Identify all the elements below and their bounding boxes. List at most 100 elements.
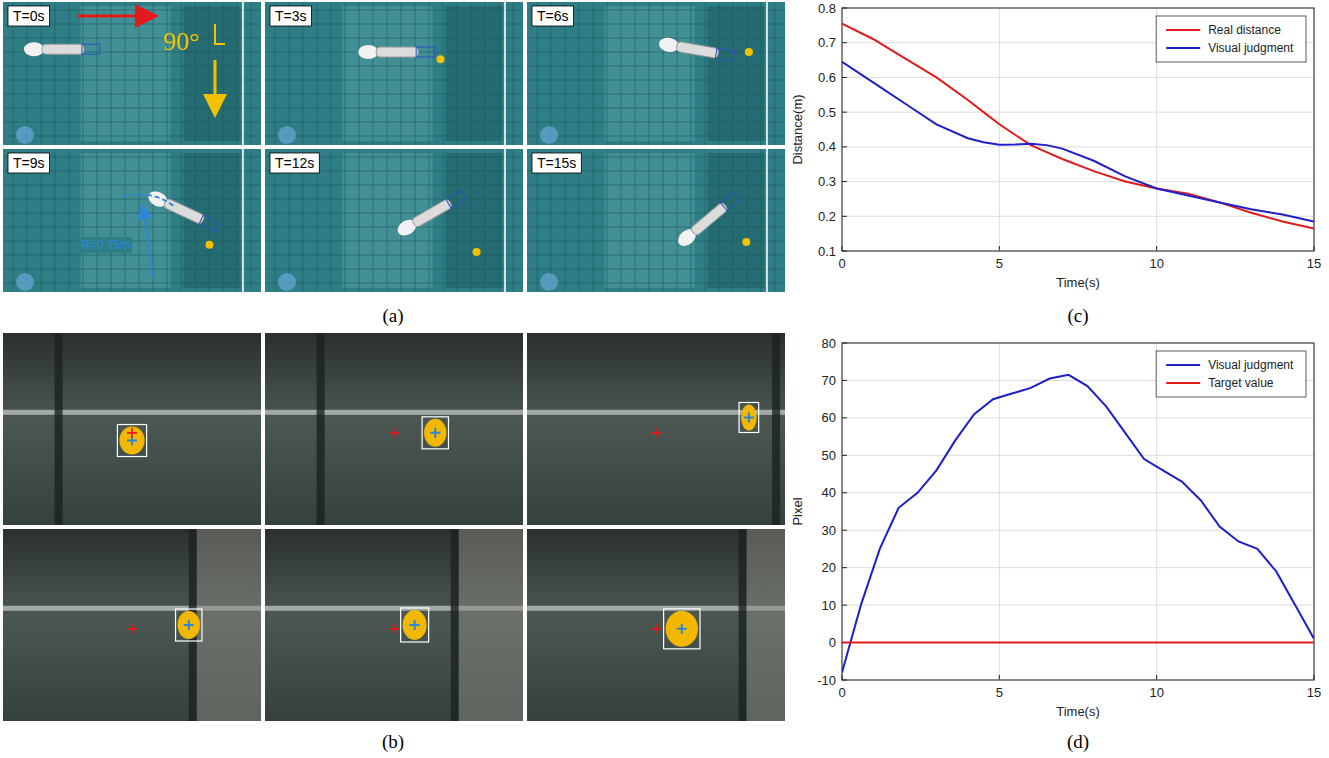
tank-panel — [80, 153, 170, 288]
grid-line — [842, 146, 1314, 147]
tank-grid — [593, 149, 594, 292]
camera-bg — [527, 529, 785, 721]
tank-grid — [111, 149, 112, 292]
tank-fixture — [540, 273, 558, 291]
tank-grid — [401, 149, 402, 292]
tank-edge — [451, 529, 459, 721]
grid-line — [842, 77, 1314, 78]
robot-head — [82, 44, 100, 54]
tank-grid — [265, 241, 523, 242]
tank-panel — [708, 6, 765, 141]
path-arrow — [78, 15, 153, 18]
tank-grid — [527, 283, 785, 284]
robot-tail — [358, 45, 378, 59]
tick-mark — [842, 77, 847, 78]
frame-time: T=3s — [275, 8, 307, 24]
tick-label: 5 — [996, 256, 1003, 271]
tank-grid — [527, 199, 785, 200]
tank-edge — [55, 333, 63, 525]
tank-grid — [513, 2, 514, 145]
series-line — [842, 62, 1314, 222]
tick-mark — [842, 492, 847, 493]
camera-frame — [265, 529, 523, 721]
tank-rod — [766, 149, 768, 292]
robot-body — [163, 198, 205, 225]
tick-label: 0.1 — [818, 244, 836, 259]
detect-box — [739, 402, 759, 432]
image-center — [389, 624, 399, 634]
tank-grid — [485, 2, 486, 145]
tick-label: 20 — [822, 560, 836, 575]
tank-grid — [3, 227, 261, 228]
detect-box — [176, 609, 202, 641]
robot-body — [376, 47, 418, 57]
grid-line — [842, 112, 1314, 113]
camera-bg — [265, 529, 523, 721]
tank-grid — [677, 2, 678, 145]
grid-line — [842, 455, 1314, 456]
tank-grid — [345, 2, 346, 145]
tank-grid — [125, 149, 126, 292]
tank-panel — [446, 153, 503, 288]
tank-bg — [3, 2, 261, 145]
tick-label: 0.7 — [818, 35, 836, 50]
angle-mark — [215, 24, 225, 44]
tank-grid — [471, 149, 472, 292]
tank-grid — [719, 149, 720, 292]
frame-time-box — [532, 6, 574, 26]
tank-grid — [635, 149, 636, 292]
tank-grid — [593, 2, 594, 145]
detect-box — [401, 608, 429, 642]
tick-mark — [1156, 675, 1157, 680]
tank-grid — [359, 2, 360, 145]
tank-grid — [97, 2, 98, 145]
tank-grid — [139, 2, 140, 145]
x-axis-title: Time(s) — [1056, 704, 1100, 719]
robot-body — [690, 202, 729, 237]
tank-grid — [621, 149, 622, 292]
tank-grid — [373, 149, 374, 292]
tank-rod — [242, 2, 244, 145]
tick-label: 10 — [1149, 685, 1163, 700]
tank-grid — [209, 2, 210, 145]
legend: Real distanceVisual judgment — [1156, 16, 1306, 62]
target-ball — [741, 404, 757, 430]
tank-grid — [775, 149, 776, 292]
tick-mark — [842, 112, 847, 113]
camera-frame — [3, 333, 261, 525]
grid-line — [842, 181, 1314, 182]
tank-grid — [691, 149, 692, 292]
tank-grid — [719, 2, 720, 145]
radius-arrow — [143, 207, 153, 277]
tank-grid — [317, 2, 318, 145]
tank-grid — [3, 122, 261, 123]
tank-grid — [265, 185, 523, 186]
tank-grid — [527, 227, 785, 228]
tank-grid — [527, 108, 785, 109]
robot-fish — [658, 36, 735, 63]
tank-grid — [527, 185, 785, 186]
tank-grid — [265, 122, 523, 123]
target-ball — [119, 427, 144, 455]
turn-arc — [123, 195, 175, 207]
series-line — [842, 24, 1314, 229]
tank-rod — [766, 2, 768, 145]
tank-grid — [265, 213, 523, 214]
tick-label: 15 — [1307, 685, 1321, 700]
tank-grid — [265, 283, 523, 284]
robot-tail — [24, 42, 44, 56]
tank-grid — [237, 149, 238, 292]
tick-mark — [842, 455, 847, 456]
tank-grid — [3, 283, 261, 284]
tick-mark — [842, 417, 847, 418]
y-axis-title: Pixel — [790, 497, 805, 525]
tank-grid — [265, 255, 523, 256]
tank-grid — [251, 149, 252, 292]
legend-box — [1156, 16, 1306, 62]
figure: T=0s90°T=3sT=6sT=9sR=0.75mT=12sT=15s(a)(… — [0, 0, 1329, 758]
frame-time: T=15s — [537, 155, 576, 171]
robot-fish — [24, 42, 100, 56]
camera-bg — [527, 333, 785, 525]
robot-head — [199, 215, 220, 232]
tick-mark — [999, 246, 1000, 251]
